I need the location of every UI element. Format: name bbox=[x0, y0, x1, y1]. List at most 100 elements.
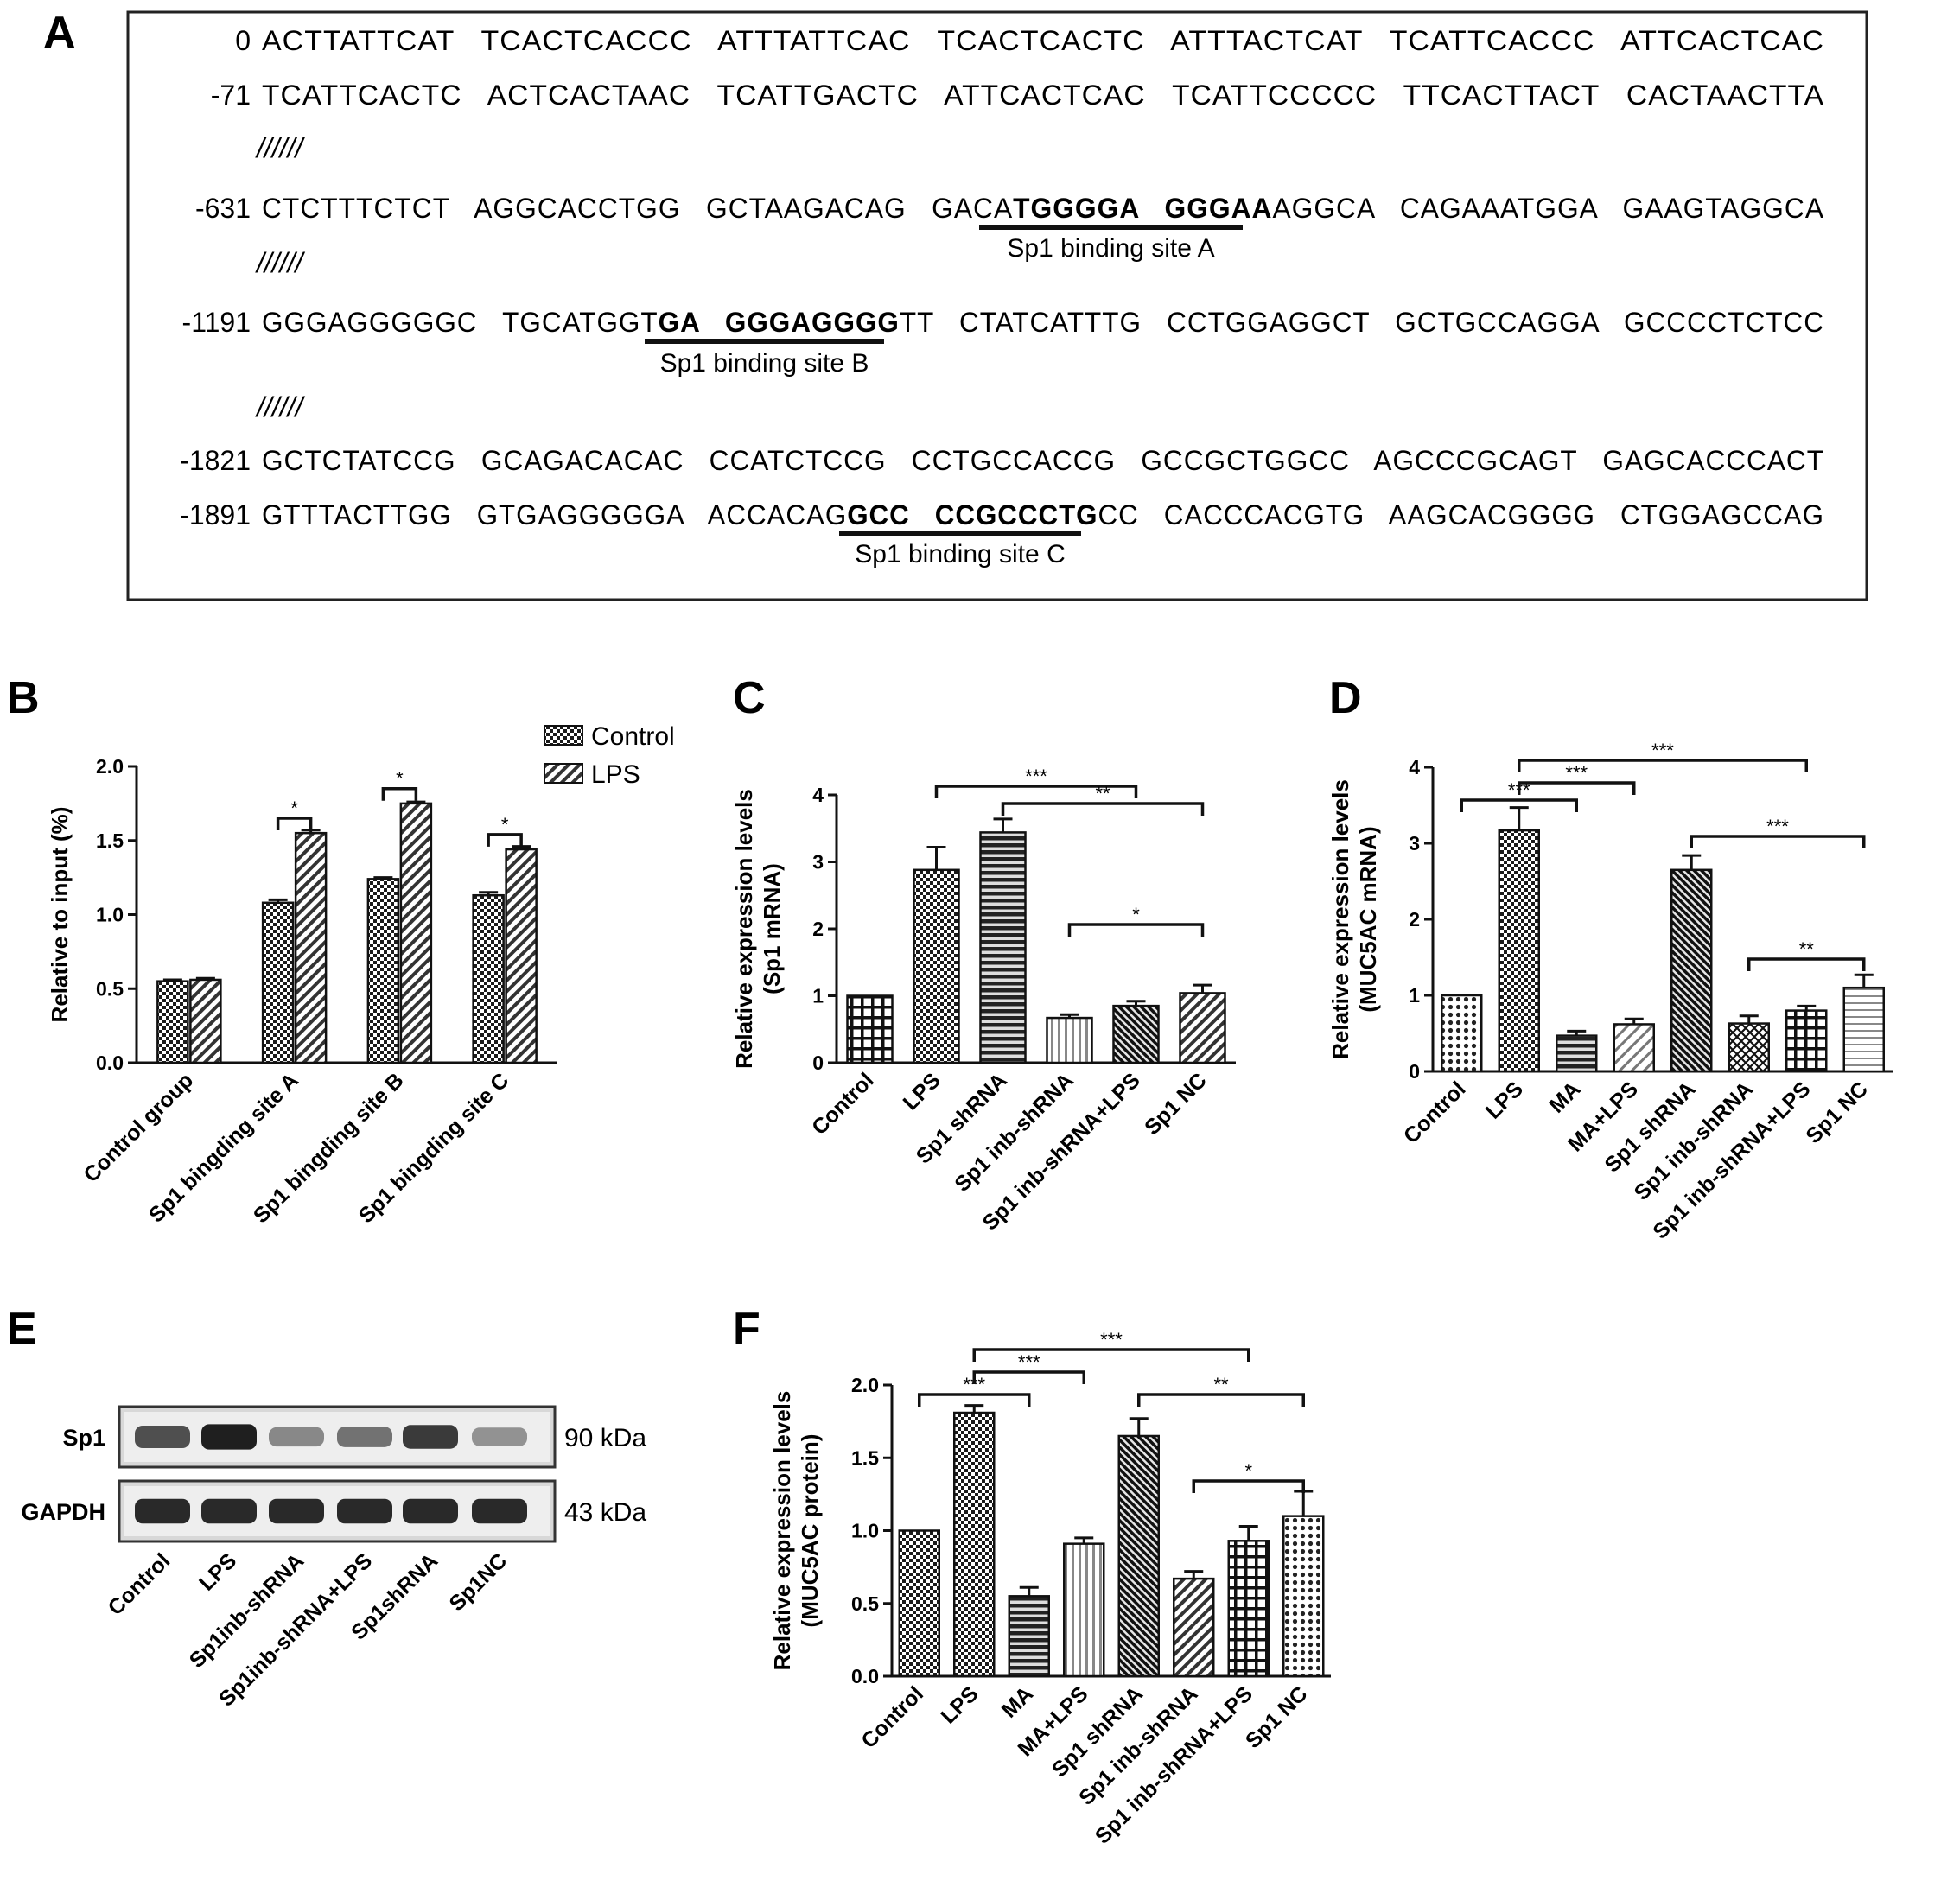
y-tick-label: 1 bbox=[812, 985, 824, 1007]
panel-f-chart: F 0.0 0.5 1.0 1.5 2.0 Relative expression lev… bbox=[733, 1304, 1331, 1849]
panel-c-chart: C 0 1 2 3 4 Relative expression levels (Sp1 mR… bbox=[731, 673, 1236, 1236]
protein-band bbox=[337, 1427, 392, 1447]
y-tick-label: 0.5 bbox=[851, 1592, 879, 1615]
x-tick-label: Sp1 NC bbox=[1140, 1068, 1212, 1140]
lane-label: Sp1inb-shRNA bbox=[185, 1548, 309, 1673]
panel-f-letter: F bbox=[733, 1304, 760, 1354]
sequence-line: GGGAGGGGGC TGCATGGTGA GGGAGGGGTT CTATCAT… bbox=[262, 307, 1824, 338]
significance-bracket bbox=[1001, 802, 1205, 816]
significance-bracket bbox=[1747, 957, 1866, 971]
bar bbox=[1063, 1542, 1105, 1678]
panel-a-sequence: A 0 ACTTATTCAT TCACTCACCC ATTTATTCAC TCAC… bbox=[43, 8, 1868, 601]
y-tick-label: 1.5 bbox=[96, 829, 124, 852]
lane-label: Control bbox=[104, 1548, 175, 1620]
x-tick-label: Sp1 inb-shRNA bbox=[950, 1068, 1078, 1196]
y-tick-label: 0 bbox=[812, 1052, 824, 1074]
binding-site-label: Sp1 binding site C bbox=[855, 540, 1066, 569]
sp1-site-sequence: GA GGGAGGGG bbox=[659, 307, 900, 338]
bar bbox=[472, 893, 505, 1064]
legend-label: LPS bbox=[591, 760, 640, 789]
bar bbox=[1498, 829, 1540, 1073]
bar bbox=[1670, 868, 1713, 1073]
y-axis-label: Relative expression levels bbox=[731, 789, 757, 1069]
protein-band bbox=[135, 1498, 190, 1524]
significance-bracket bbox=[934, 785, 1138, 798]
significance-bracket bbox=[1067, 923, 1205, 937]
sp1-site-sequence: TGGGGA GGGAA bbox=[1013, 193, 1272, 224]
significance-label: *** bbox=[1651, 740, 1674, 761]
sequence-text: CTCTTTCTCT AGGCACCTGG GCTAAGACAG GACA bbox=[262, 193, 1013, 224]
y-axis-label: Relative expression levels bbox=[1327, 779, 1353, 1059]
bar bbox=[1117, 1434, 1160, 1678]
bar bbox=[1842, 986, 1885, 1073]
molecular-weight-label: 90 kDa bbox=[564, 1424, 646, 1452]
y-tick-label: 0.0 bbox=[851, 1665, 879, 1687]
y-tick-label: 4 bbox=[1409, 756, 1420, 778]
protein-band bbox=[337, 1498, 392, 1524]
x-tick-label: Sp1 NC bbox=[1801, 1077, 1873, 1148]
y-tick-label: 2 bbox=[812, 918, 824, 940]
significance-bracket bbox=[381, 786, 418, 801]
sequence-position: -1191 bbox=[182, 307, 251, 338]
x-tick-label: Sp1 NC bbox=[1241, 1681, 1313, 1753]
bar bbox=[1785, 1009, 1828, 1073]
bar bbox=[156, 980, 189, 1064]
panel-d-letter: D bbox=[1329, 673, 1362, 723]
significance-label: * bbox=[1244, 1460, 1252, 1482]
significance-label: *** bbox=[1018, 1351, 1040, 1373]
sp1-site-sequence: GCC CCGCCCTG bbox=[847, 499, 1098, 531]
significance-bracket bbox=[972, 1370, 1085, 1384]
significance-label: *** bbox=[1766, 816, 1789, 837]
protein-band bbox=[403, 1425, 458, 1449]
sequence-text: AGGCA CAGAAATGGA GAAGTAGGCA bbox=[1272, 193, 1824, 224]
binding-site-label: Sp1 binding site B bbox=[660, 349, 869, 378]
panel-e-western-blot: E Sp1 90 kDa GAPDH 43 kDa Control LPSSp1inb-s… bbox=[7, 1304, 646, 1712]
bar bbox=[1046, 1016, 1093, 1064]
y-axis-label: (MUC5AC protein) bbox=[797, 1434, 823, 1628]
sequence-text: CC CACCCACGTG AAGCACGGGG CTGGAGCCAG bbox=[1098, 499, 1824, 531]
y-tick-label: 1 bbox=[1409, 984, 1420, 1007]
significance-label: * bbox=[290, 797, 298, 819]
bar bbox=[846, 994, 894, 1064]
significance-label: ** bbox=[1213, 1374, 1229, 1395]
y-tick-label: 0.0 bbox=[96, 1052, 124, 1074]
sequence-line: GTTTACTTGG GTGAGGGGGA ACCACAGGCC CCGCCCT… bbox=[262, 499, 1824, 531]
sequence-line: ACTTATTCAT TCACTCACCC ATTTATTCAC TCACTCA… bbox=[262, 25, 1824, 56]
panel-e-letter: E bbox=[7, 1304, 37, 1354]
bar bbox=[913, 868, 960, 1064]
bar bbox=[1112, 1004, 1160, 1064]
sequence-position: -71 bbox=[211, 79, 251, 111]
bar bbox=[898, 1529, 940, 1678]
significance-bracket bbox=[1690, 835, 1866, 848]
lane-label: Sp1NC bbox=[444, 1548, 512, 1616]
significance-bracket bbox=[1518, 781, 1636, 795]
sequence-position: -631 bbox=[195, 193, 251, 224]
protein-band bbox=[269, 1427, 324, 1447]
y-tick-label: 3 bbox=[1409, 832, 1420, 855]
x-tick-label: Control bbox=[807, 1068, 879, 1140]
bar bbox=[1556, 1034, 1598, 1073]
sequence-box bbox=[126, 10, 1868, 601]
y-axis-label: Relative expression levels bbox=[769, 1391, 795, 1671]
bar bbox=[953, 1411, 996, 1678]
y-tick-label: 1.5 bbox=[851, 1446, 879, 1469]
significance-bracket bbox=[1137, 1393, 1305, 1407]
sequence-text: GTTTACTTGG GTGAGGGGGA ACCACAG bbox=[262, 499, 847, 531]
protein-band bbox=[201, 1498, 257, 1524]
legend-swatch bbox=[544, 725, 583, 746]
protein-band bbox=[403, 1498, 458, 1524]
bar bbox=[1227, 1540, 1270, 1678]
sequence-text: GGGAGGGGGC TGCATGGT bbox=[262, 307, 659, 338]
x-tick-label: LPS bbox=[936, 1681, 983, 1728]
y-tick-label: 1.0 bbox=[96, 904, 124, 926]
significance-bracket bbox=[1460, 798, 1578, 812]
legend-swatch bbox=[544, 763, 583, 784]
significance-bracket bbox=[972, 1348, 1250, 1362]
protein-band bbox=[201, 1424, 257, 1450]
bar bbox=[1008, 1595, 1050, 1678]
y-tick-label: 2.0 bbox=[851, 1374, 879, 1396]
x-tick-label: MA bbox=[1544, 1077, 1585, 1117]
x-tick-label: LPS bbox=[899, 1068, 945, 1115]
sequence-line: GCTCTATCCG GCAGACACAC CCATCTCCG CCTGCCAC… bbox=[262, 445, 1824, 476]
significance-label: * bbox=[501, 814, 509, 836]
